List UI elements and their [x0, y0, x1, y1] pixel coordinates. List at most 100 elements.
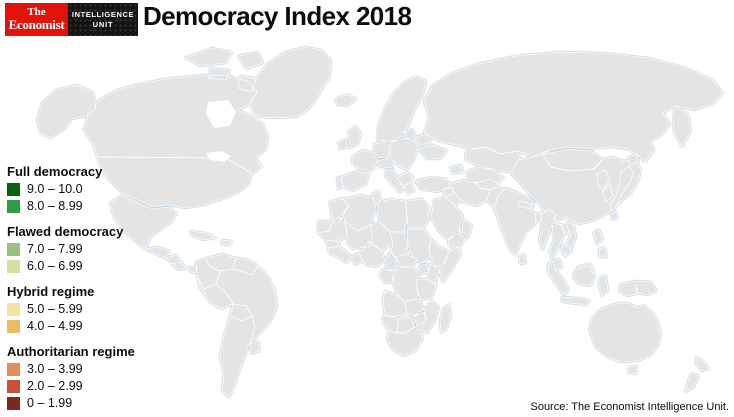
hudson-bay: [206, 100, 236, 128]
legend-item: 2.0 – 2.99: [7, 379, 157, 393]
legend-label: 6.0 – 6.99: [27, 259, 83, 273]
region-greenland: Greenland: [247, 46, 332, 119]
region-portugal: Portugal: [336, 176, 344, 190]
region-myanmar: Myanmar: [538, 208, 557, 251]
region-costa-rica: Costa Rica: [171, 261, 187, 271]
region-ukraine: Ukraine: [417, 144, 448, 160]
legend-label: 2.0 – 2.99: [27, 379, 83, 393]
region-tanzania: Tanzania: [416, 278, 437, 301]
legend-item: 6.0 – 6.99: [7, 259, 157, 273]
region-germany: Germany: [373, 140, 392, 159]
region-spain: Spain: [340, 170, 370, 192]
header: The Economist INTELLIGENCE UNIT: [5, 3, 138, 36]
region-philippines: Philippines: [592, 228, 608, 258]
legend-section-title: Authoritarian regime: [7, 344, 135, 359]
region-greece: Greece: [403, 181, 415, 195]
legend-label: 3.0 – 3.99: [27, 362, 83, 376]
region-italy: Italy: [384, 168, 405, 194]
region-argentina-chile: Argentina / Chile: [219, 315, 256, 399]
region-yemen: Yemen: [447, 232, 467, 249]
region-somalia: Somalia: [438, 246, 462, 284]
legend-section: Full democracy 9.0 – 10.0 8.0 – 8.99: [7, 164, 157, 213]
legend-item: 7.0 – 7.99: [7, 242, 157, 256]
legend-section: Flawed democracy 7.0 – 7.99 6.0 – 6.99: [7, 224, 157, 273]
landmasses: Russia Kazakhstan China Mongolia Greenla…: [36, 46, 724, 399]
region-france: France: [351, 149, 379, 172]
legend-swatch: [7, 362, 20, 376]
region-namibia: Namibia: [382, 314, 400, 334]
region-russia: Russia: [423, 51, 724, 163]
legend-label: 8.0 – 8.99: [27, 199, 83, 213]
region-sri-lanka: Sri Lanka: [518, 253, 527, 265]
region-indonesia: Indonesia: [547, 262, 638, 306]
legend-swatch: [7, 379, 20, 393]
region-cameroon: Cameroon: [384, 250, 398, 272]
region-baltics: Baltic states: [403, 128, 417, 140]
region-austria-switzerland: Austria / Switzerland: [376, 157, 396, 169]
legend-item: 3.0 – 3.99: [7, 362, 157, 376]
region-north-korea: North Korea: [596, 169, 611, 192]
legend-swatch: [7, 182, 20, 196]
region-mexico: Mexico: [109, 195, 178, 250]
legend-label: 0 – 1.99: [27, 396, 73, 410]
region-nepal: Nepal: [517, 200, 533, 210]
region-guinea-coast: Guinea coast: [327, 245, 352, 264]
region-hispaniola: Hispaniola: [220, 239, 233, 247]
legend-label: 5.0 – 5.99: [27, 302, 83, 316]
region-zimbabwe: Zimbabwe: [413, 311, 427, 328]
legend-swatch: [7, 302, 20, 316]
logo-line-economist: Economist: [8, 17, 65, 33]
region-guatemala-honduras: Guatemala / Honduras: [145, 246, 171, 259]
legend-section-title: Hybrid regime: [7, 284, 95, 299]
legend-item: 5.0 – 5.99: [7, 302, 157, 316]
region-usa: United States: [36, 84, 253, 209]
region-united-kingdom: United Kingdom: [347, 125, 362, 149]
region-oman: Oman: [461, 218, 473, 239]
logo-line-the: The: [27, 6, 46, 19]
legend: Full democracy 9.0 – 10.0 8.0 – 8.99 Flawed…: [7, 164, 157, 417]
region-morocco: Morocco: [328, 197, 350, 222]
region-iceland: Iceland: [334, 93, 357, 107]
region-new-zealand: New Zealand: [684, 356, 710, 393]
legend-item: 4.0 – 4.99: [7, 319, 157, 333]
region-india: India: [493, 187, 540, 257]
region-guianas: Guyana / Suriname: [232, 257, 259, 276]
legend-label: 9.0 – 10.0: [27, 182, 83, 196]
legend-section: Authoritarian regime 3.0 – 3.99 2.0 – 2.99…: [7, 344, 157, 410]
region-uruguay: Uruguay: [249, 340, 261, 355]
region-congo-gabon: Congo / Gabon: [378, 268, 394, 284]
logo-line-unit: UNIT: [92, 19, 114, 29]
region-cuba: Cuba: [189, 230, 217, 241]
legend-section-title: Flawed democracy: [7, 224, 124, 239]
legend-swatch: [7, 396, 20, 410]
region-uganda: Uganda: [418, 263, 430, 275]
economist-intelligence-unit-logo: The Economist INTELLIGENCE UNIT: [5, 3, 138, 36]
intelligence-unit-black-box: INTELLIGENCE UNIT: [68, 3, 138, 36]
page-title: Democracy Index 2018: [143, 1, 412, 31]
region-south-africa: South Africa: [386, 326, 424, 357]
legend-section-title: Full democracy: [7, 164, 103, 179]
logo-line-intelligence: INTELLIGENCE: [71, 10, 135, 20]
legend-item: 8.0 – 8.99: [7, 199, 157, 213]
region-angola: Angola: [382, 290, 408, 318]
region-australia: Australia: [588, 302, 662, 375]
region-egypt: Egypt: [405, 198, 430, 229]
region-central-african-republic: Central African Republic: [394, 253, 418, 268]
economist-logo-red-box: The Economist: [5, 3, 68, 36]
region-saudi-arabia: Saudi Arabia: [430, 196, 464, 241]
region-nigeria: Nigeria: [358, 244, 386, 268]
region-madagascar: Madagascar: [439, 303, 452, 334]
legend-swatch: [7, 199, 20, 213]
region-japan: Japan: [609, 153, 640, 213]
region-papua-new-guinea: Papua New Guinea: [636, 280, 658, 296]
region-south-korea: South Korea: [602, 184, 614, 203]
region-ireland: Ireland: [337, 138, 349, 151]
region-mongolia: Mongolia: [542, 148, 604, 172]
region-taiwan: Taiwan: [610, 210, 619, 221]
legend-label: 7.0 – 7.99: [27, 242, 83, 256]
region-syria: Syria: [442, 186, 455, 197]
source-note: Source: The Economist Intelligence Unit.: [530, 401, 729, 413]
legend-swatch: [7, 259, 20, 273]
